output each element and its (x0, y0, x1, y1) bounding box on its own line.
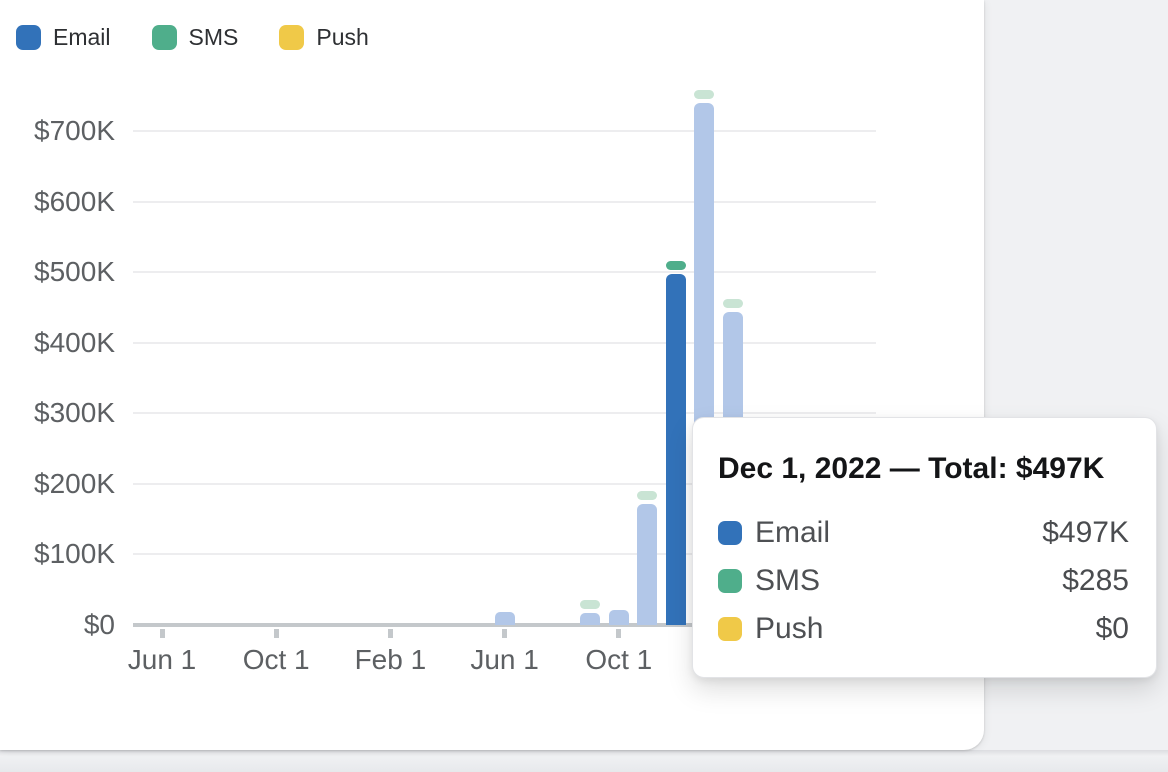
push-swatch-icon (718, 617, 742, 641)
bar-email[interactable] (608, 610, 629, 625)
x-axis-tick (273, 629, 279, 638)
bar-email[interactable] (580, 613, 601, 625)
gridline (133, 412, 876, 415)
x-axis-label: Oct 1 (585, 644, 653, 675)
y-axis-label: $0 (83, 609, 115, 640)
y-axis-label: $300K (34, 397, 115, 429)
legend-label-email: Email (53, 24, 111, 50)
y-axis-label: $500K (34, 256, 115, 288)
x-axis-tick (502, 629, 508, 638)
legend-item-push[interactable]: Push (279, 24, 369, 50)
x-axis-label: Jun 1 (470, 644, 539, 675)
gridline (133, 200, 876, 203)
x-axis-label: Oct 1 (242, 644, 310, 675)
legend-item-sms[interactable]: SMS (151, 24, 239, 50)
tooltip-row-email: Email $497K (718, 515, 1129, 551)
tooltip-value-email: $497K (1042, 516, 1129, 549)
page-background-band (0, 750, 1168, 772)
gridline (133, 130, 876, 132)
sms-legend-swatch-icon (151, 25, 177, 50)
bar-email[interactable] (637, 503, 658, 625)
y-axis-label: $100K (34, 538, 115, 570)
bar-sms-cap[interactable] (665, 261, 686, 271)
tooltip-label-sms: SMS (755, 564, 821, 597)
tooltip-value-sms: $285 (1062, 564, 1129, 597)
legend-item-email[interactable]: Email (16, 25, 111, 50)
bar-email-highlighted[interactable] (665, 274, 686, 625)
tooltip-label-push: Push (755, 612, 824, 645)
tooltip-label-email: Email (755, 516, 831, 549)
x-axis-line (133, 623, 876, 627)
bar-sms-cap[interactable] (723, 299, 743, 309)
sms-swatch-icon (718, 569, 742, 593)
legend-label-sms: SMS (188, 24, 239, 50)
x-axis-tick (616, 629, 622, 638)
x-axis-label: Jun 1 (127, 644, 197, 675)
bar-sms-cap[interactable] (637, 490, 658, 500)
tooltip-value-push: $0 (1095, 612, 1129, 645)
bar-sms-cap[interactable] (580, 600, 601, 609)
y-axis-label: $400K (34, 326, 115, 358)
push-legend-swatch-icon (279, 25, 305, 50)
tooltip-row-push: Push $0 (718, 611, 1129, 647)
x-axis-tick (387, 629, 393, 638)
bar-email[interactable] (494, 612, 515, 625)
x-axis-label: Feb 1 (354, 644, 427, 675)
gridline (133, 341, 876, 344)
chart-legend: Email SMS Push (16, 25, 410, 50)
bar-sms-cap[interactable] (694, 89, 715, 99)
legend-label-push: Push (316, 24, 369, 50)
tooltip-title: Dec 1, 2022 — Total: $497K (718, 452, 1105, 485)
chart-tooltip: Dec 1, 2022 — Total: $497K Email $497K S… (692, 417, 1157, 678)
x-axis-tick (159, 629, 165, 638)
gridline (133, 482, 876, 485)
y-axis-label: $600K (34, 185, 115, 217)
y-axis-label: $700K (34, 115, 115, 146)
tooltip-row-sms: SMS $285 (718, 563, 1129, 599)
y-axis-label: $200K (34, 467, 115, 499)
email-legend-swatch-icon (16, 25, 41, 50)
email-swatch-icon (718, 521, 742, 545)
gridline (133, 553, 876, 556)
gridline (133, 271, 876, 274)
